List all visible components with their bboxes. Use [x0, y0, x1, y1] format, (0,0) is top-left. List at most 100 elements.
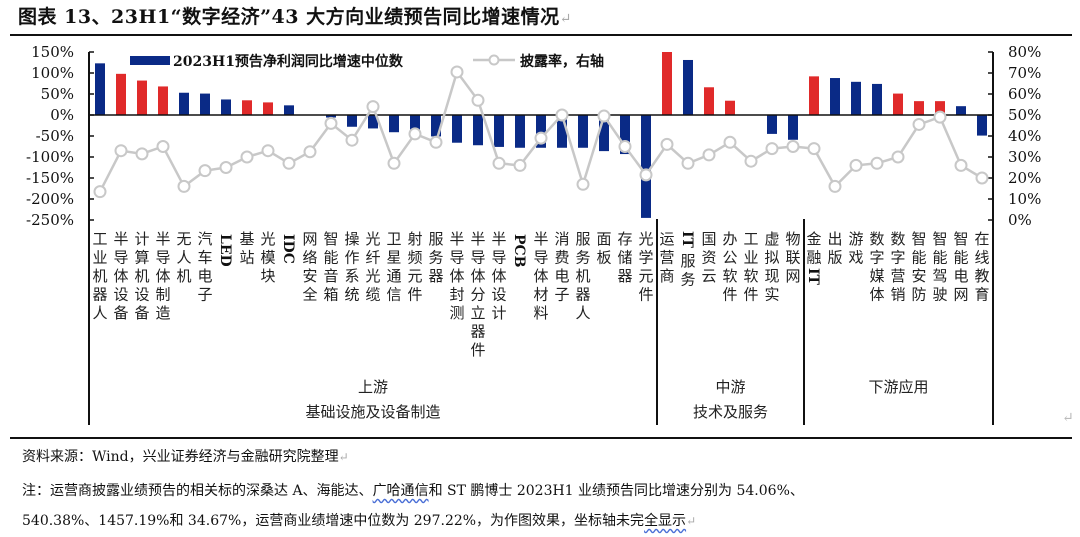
svg-text:体: 体 [869, 286, 884, 304]
svg-text:光: 光 [365, 267, 380, 285]
line-marker [870, 156, 884, 170]
svg-text:机: 机 [134, 267, 149, 285]
left-tick-label: -250% [26, 211, 74, 229]
svg-text:元: 元 [638, 267, 653, 285]
svg-text:人: 人 [176, 249, 191, 267]
line-marker [513, 158, 527, 172]
svg-text:联: 联 [785, 249, 800, 267]
svg-text:在: 在 [974, 230, 989, 248]
svg-text:营: 营 [890, 267, 905, 285]
bar [410, 115, 420, 131]
svg-text:体: 体 [155, 267, 170, 285]
category-label: 物联网 [785, 230, 800, 285]
svg-text:学: 学 [638, 249, 653, 267]
bar [242, 100, 252, 115]
svg-text:件: 件 [470, 341, 485, 359]
bar [704, 87, 714, 115]
line-marker [786, 140, 800, 153]
bar [200, 93, 210, 115]
svg-text:人: 人 [92, 304, 107, 322]
legend-line-label: 披露率，右轴 [520, 53, 604, 70]
svg-text:面: 面 [596, 230, 611, 248]
bar [221, 99, 231, 115]
category-label: 面板 [596, 230, 611, 267]
category-label: 国资云 [701, 230, 716, 285]
line-marker [723, 135, 737, 149]
svg-text:件: 件 [638, 286, 653, 304]
line-marker [765, 142, 779, 156]
svg-text:网: 网 [302, 230, 317, 248]
bar [515, 115, 525, 148]
svg-text:体: 体 [533, 267, 548, 285]
svg-text:资: 资 [701, 249, 716, 267]
left-tick-label: -50% [36, 127, 74, 145]
line-marker [387, 156, 401, 170]
bar [599, 115, 609, 152]
svg-text:作: 作 [344, 249, 359, 267]
line-marker [534, 131, 548, 145]
bar [725, 100, 735, 115]
bar [452, 115, 462, 143]
svg-text:机: 机 [575, 267, 590, 285]
svg-text:网: 网 [953, 286, 968, 304]
svg-text:储: 储 [617, 249, 632, 267]
svg-text:机: 机 [176, 267, 191, 285]
svg-text:器: 器 [428, 267, 443, 285]
right-tick-label: 70% [1008, 64, 1041, 82]
svg-text:星: 星 [386, 249, 401, 267]
line-marker [303, 145, 317, 159]
line-marker [618, 140, 632, 153]
svg-text:设: 设 [491, 286, 506, 304]
svg-text:全: 全 [302, 286, 317, 304]
bar [263, 102, 273, 115]
line-marker [912, 117, 926, 131]
line-marker [702, 148, 716, 162]
left-tick-label: -100% [26, 148, 74, 166]
svg-text:导: 导 [449, 249, 464, 267]
svg-text:务: 务 [680, 271, 695, 289]
svg-text:器: 器 [470, 323, 485, 341]
svg-text:育: 育 [974, 286, 989, 304]
right-tick-label: 80% [1008, 43, 1041, 61]
svg-text:软: 软 [743, 267, 758, 285]
svg-text:出: 出 [827, 230, 842, 248]
svg-text:虚: 虚 [764, 230, 779, 248]
legend-bar-label: 2023H1预告净利润同比增速中位数 [173, 53, 404, 70]
svg-text:件: 件 [407, 286, 422, 304]
svg-text:设: 设 [113, 286, 128, 304]
bar [473, 115, 483, 146]
bar [830, 78, 840, 115]
bar [872, 83, 882, 115]
svg-text:实: 实 [764, 286, 779, 304]
svg-text:金: 金 [806, 230, 821, 248]
svg-text:安: 安 [302, 267, 317, 285]
svg-text:务: 务 [575, 249, 590, 267]
right-tick-label: 40% [1008, 127, 1041, 145]
bar [557, 115, 567, 148]
bar [116, 73, 126, 115]
svg-text:国: 国 [701, 230, 716, 248]
svg-text:融: 融 [806, 249, 821, 267]
right-tick-label: 20% [1008, 169, 1041, 187]
left-tick-label: 0% [50, 106, 74, 124]
svg-text:备: 备 [134, 304, 149, 322]
svg-text:拟: 拟 [764, 249, 779, 267]
svg-text:商: 商 [659, 267, 674, 285]
line-marker [891, 150, 905, 164]
svg-text:导: 导 [113, 249, 128, 267]
category-label: 基站 [239, 230, 254, 267]
svg-text:IT: IT [805, 268, 821, 286]
bar [347, 115, 357, 127]
line-marker [849, 158, 863, 172]
left-tick-label: -200% [26, 190, 74, 208]
svg-text:器: 器 [575, 286, 590, 304]
category-label: 服务器 [428, 230, 443, 285]
